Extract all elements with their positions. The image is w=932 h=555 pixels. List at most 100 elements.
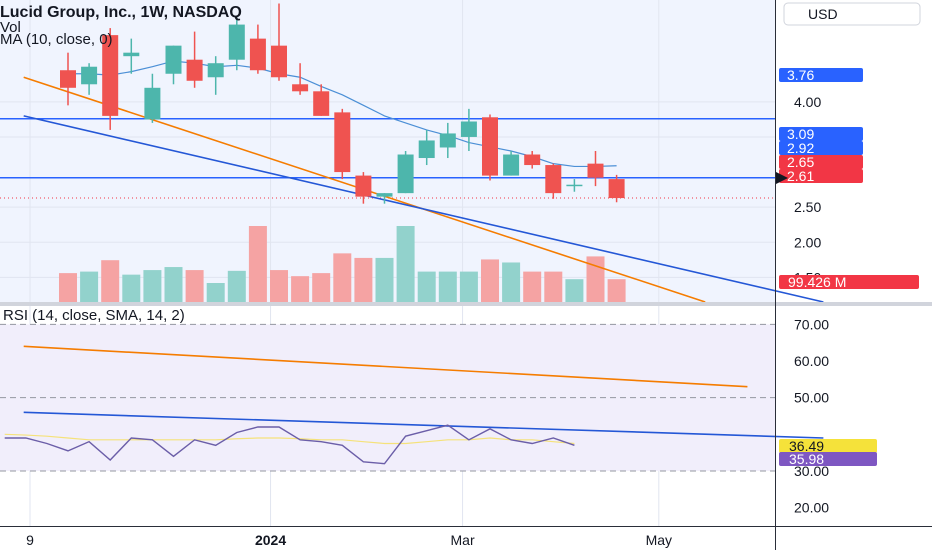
candle-body <box>608 179 625 199</box>
rsi-tick-label: 30.00 <box>794 463 829 479</box>
price-label-3-76: 3.76 <box>787 67 814 83</box>
volume-bar <box>481 259 499 302</box>
candle-body <box>503 154 520 176</box>
rsi-band-fill <box>0 324 775 471</box>
symbol-legend[interactable]: Lucid Group, Inc., 1W, NASDAQ <box>0 4 242 21</box>
volume-bar <box>291 276 310 302</box>
candle-body <box>249 38 266 71</box>
volume-bar <box>185 270 204 302</box>
rsi-trend-line-blue <box>23 411 824 439</box>
candle-body <box>587 163 604 178</box>
rsi-lines <box>4 345 824 465</box>
rsi-trend-line-orange <box>23 345 748 388</box>
volume-bar <box>312 273 331 302</box>
candle-body <box>292 84 309 92</box>
candle-body <box>102 35 119 116</box>
volume-bar <box>248 226 267 302</box>
volume-bar <box>143 270 162 302</box>
volume-bar <box>396 226 415 302</box>
price-label-2-65: 2.65 <box>787 154 814 170</box>
candle-body <box>81 66 98 85</box>
rsi-label: 35.98 <box>789 451 824 467</box>
price-label-2-92-bg <box>779 141 863 155</box>
candle-body <box>123 52 140 57</box>
price-label-3-09-bg <box>779 127 863 141</box>
price-last-labels: 3.76 3.09 2.92 2.65 2.61 99.426 M <box>776 67 919 290</box>
volume-bar <box>122 274 141 302</box>
volume-bar <box>523 271 542 302</box>
candle-body <box>313 91 330 116</box>
volume-bar <box>101 260 120 302</box>
price-tick-label: 4.00 <box>794 94 821 110</box>
price-axis-border <box>775 0 776 550</box>
price-label-2-61: 2.61 <box>787 168 814 184</box>
x-tick-label: 2024 <box>255 532 286 548</box>
volume-bar <box>227 270 246 302</box>
candle-body <box>165 45 182 74</box>
volume-bar <box>59 273 77 302</box>
vol-legend[interactable]: Vol <box>0 19 21 36</box>
price-trend-line-blue <box>23 115 824 303</box>
volume-bar <box>502 262 521 302</box>
candle-body <box>355 175 372 197</box>
volume-label: 99.426 M <box>788 274 846 290</box>
time-axis-border <box>0 526 932 527</box>
price-tick-label: 2.00 <box>794 234 821 250</box>
candle-body <box>186 59 203 81</box>
axes: 92024MarMay4.003.502.502.001.5070.0060.0… <box>26 94 829 548</box>
volume-bar <box>607 279 626 302</box>
candle-body <box>60 70 76 88</box>
last-price-arrow-icon <box>776 172 788 184</box>
candle-body <box>397 154 414 194</box>
volume-bar <box>164 267 183 302</box>
rsi-tick-label: 70.00 <box>794 316 829 332</box>
pane-separator[interactable] <box>0 302 932 306</box>
volume-bar <box>354 257 373 302</box>
rsi-tick-label: 60.00 <box>794 353 829 369</box>
candle-body <box>228 24 245 60</box>
price-label-2-61-bg <box>779 169 863 183</box>
volume-bar <box>565 279 584 302</box>
candle-body <box>334 112 351 173</box>
volume-bar <box>438 271 457 302</box>
x-tick-label: Mar <box>451 532 475 548</box>
currency-label: USD <box>808 6 838 22</box>
volume-bar <box>544 271 563 302</box>
candle-body <box>524 154 541 166</box>
volume-bars <box>59 226 626 302</box>
rsi-legend[interactable]: RSI (14, close, SMA, 14, 2) <box>3 307 185 324</box>
price-label-2-92: 2.92 <box>787 140 814 156</box>
volume-bar <box>417 271 436 302</box>
rsi-ma-label: 36.49 <box>789 438 824 454</box>
rsi-tick-label: 20.00 <box>794 500 829 516</box>
candle-body <box>460 121 477 137</box>
price-label-3-76-bg <box>779 68 863 82</box>
volume-bar <box>333 253 352 302</box>
volume-label-bg <box>779 275 919 289</box>
price-tick-label: 2.50 <box>794 199 821 215</box>
candle-body <box>418 140 435 159</box>
currency-button[interactable] <box>783 2 921 26</box>
x-tick-label: May <box>646 532 672 548</box>
candle-body <box>207 63 224 78</box>
candle-body <box>144 87 161 120</box>
candle-body <box>376 193 393 197</box>
rsi-ma-label-bg <box>779 439 877 453</box>
horizontal-lines <box>0 117 775 199</box>
candles <box>60 3 625 204</box>
x-tick-label: 9 <box>26 532 34 548</box>
price-label-3-09: 3.09 <box>787 126 814 142</box>
rsi-tick-label: 50.00 <box>794 390 829 406</box>
ma-legend[interactable]: MA (10, close, 0) <box>0 31 113 48</box>
candle-body <box>545 165 562 194</box>
candle-body <box>566 184 583 187</box>
candle-body <box>482 117 498 176</box>
volume-bar <box>375 257 394 302</box>
volume-bar <box>459 271 478 302</box>
candle-body <box>271 45 287 78</box>
volume-bar <box>80 271 99 302</box>
rsi-ma-line <box>4 433 575 445</box>
candle-body <box>439 133 456 148</box>
